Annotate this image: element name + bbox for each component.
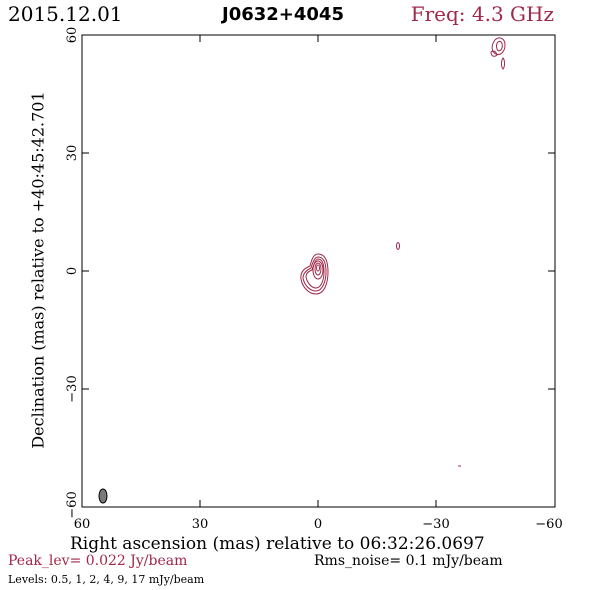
x-ticks <box>81 35 556 507</box>
frequency-label: Freq: 4.3 GHz <box>410 2 554 26</box>
minor-components <box>396 37 506 467</box>
y-ticks <box>82 34 555 508</box>
y-axis-label: Declination (mas) relative to +40:45:42.… <box>28 91 48 449</box>
y-tick-label: 60 <box>65 27 80 44</box>
beam-ellipse <box>98 488 108 504</box>
x-tick-label: 30 <box>192 517 209 532</box>
x-tick-label: −60 <box>535 517 562 532</box>
contour-levels: Levels: 0.5, 1, 2, 4, 9, 17 mJy/beam <box>8 573 205 586</box>
y-tick-label: 0 <box>65 267 80 275</box>
x-axis-label: Right ascension (mas) relative to 06:32:… <box>70 534 485 554</box>
y-tick-label: −30 <box>65 375 80 402</box>
x-tick-label: −30 <box>422 517 449 532</box>
epoch-date: 2015.12.01 <box>8 2 123 26</box>
rms-noise: Rms_noise= 0.1 mJy/beam <box>314 553 503 569</box>
x-tick-label: 60 <box>74 517 91 532</box>
source-name: J0632+4045 <box>222 4 344 25</box>
y-tick-label: 30 <box>65 145 80 162</box>
y-tick-label: −60 <box>65 491 80 518</box>
core-contours <box>300 253 329 295</box>
peak-level: Peak_lev= 0.022 Jy/beam <box>8 553 188 569</box>
x-tick-label: 0 <box>314 517 322 532</box>
